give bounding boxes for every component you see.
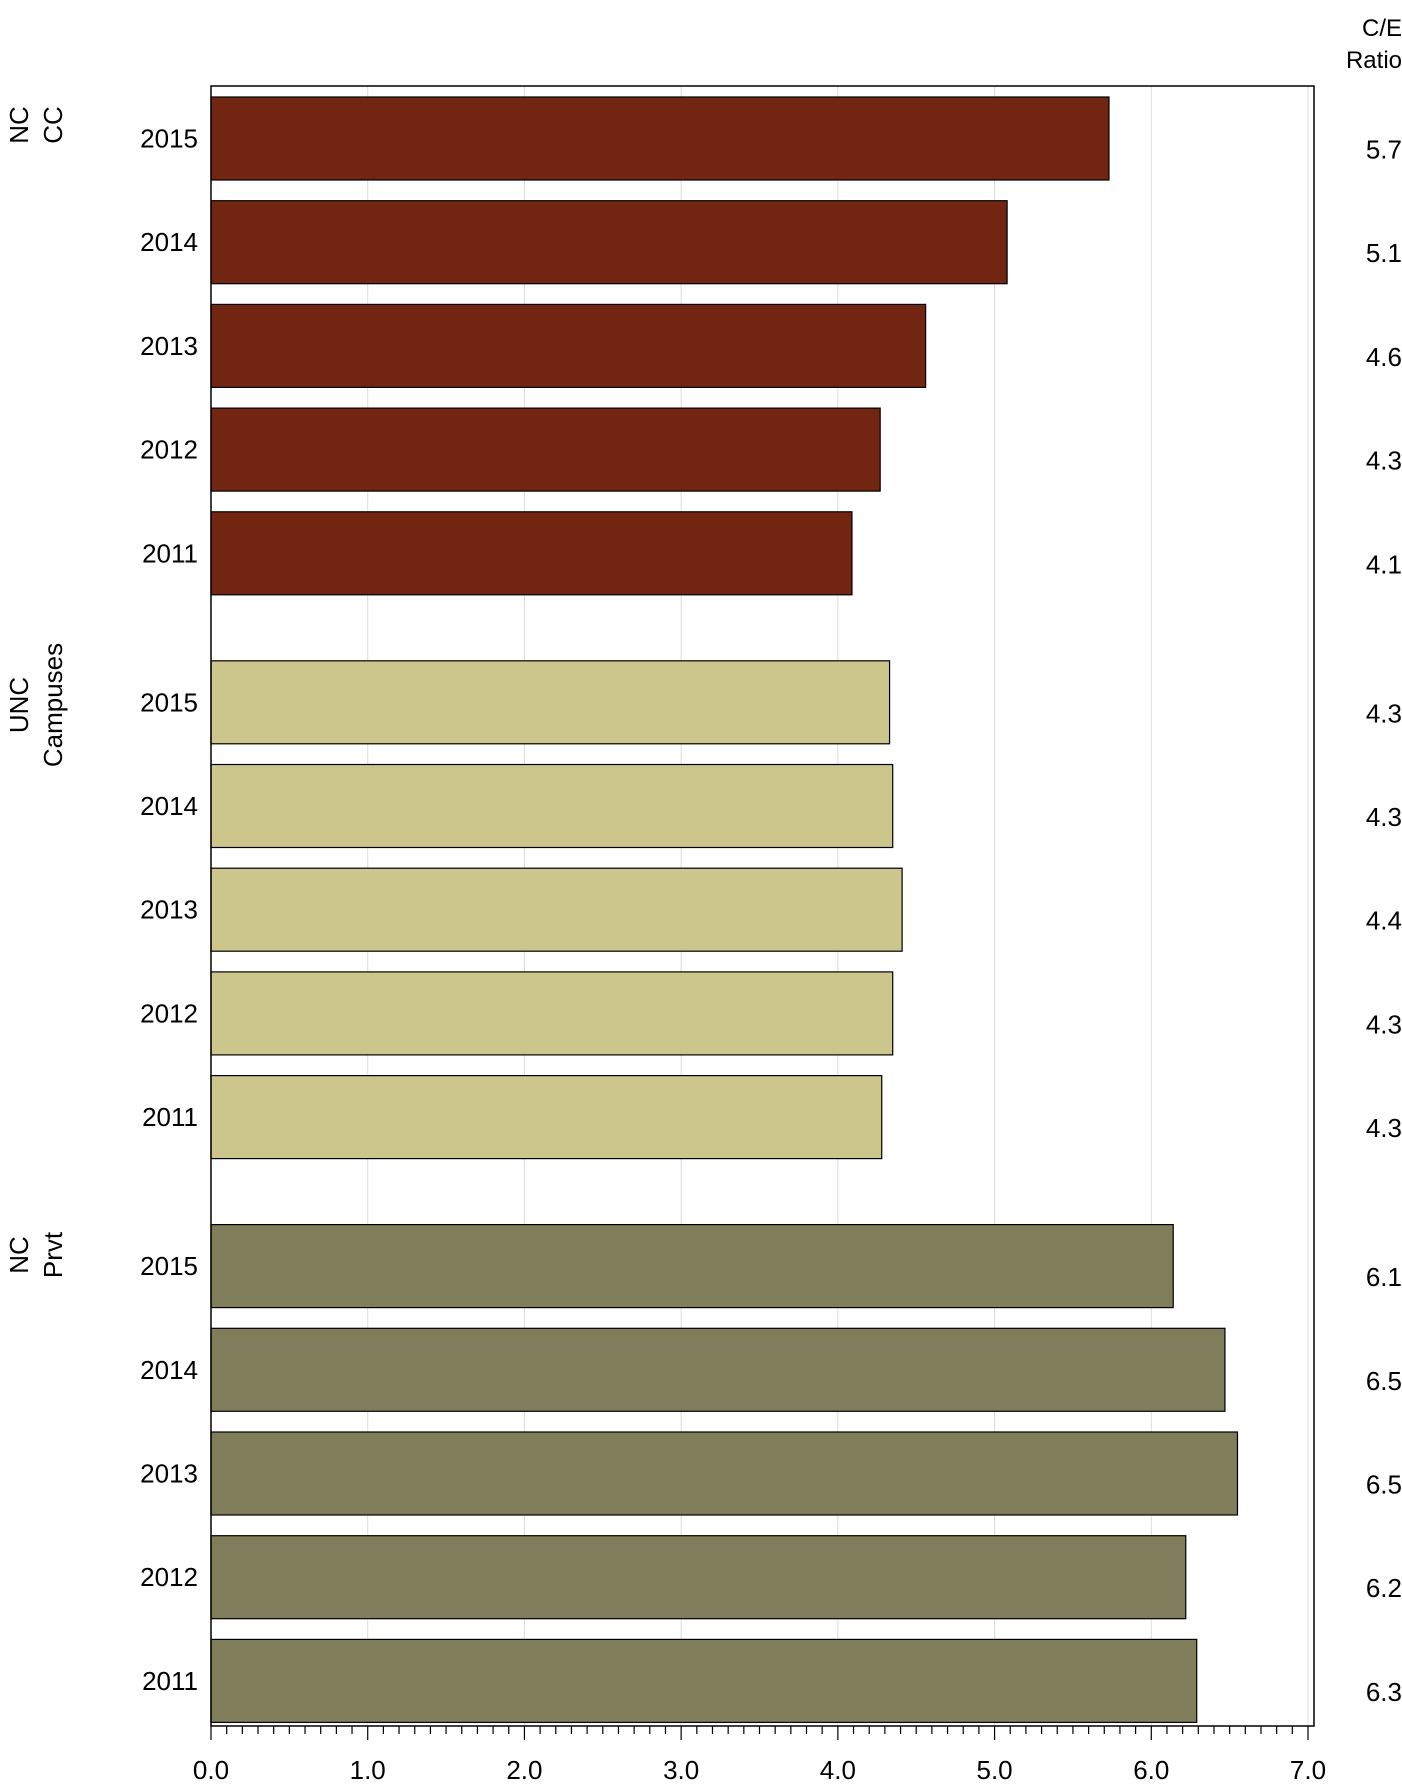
x-tick-label: 7.0 — [1290, 1755, 1326, 1785]
x-tick-label: 1.0 — [350, 1755, 386, 1785]
ratio-value: 6.1 — [1366, 1262, 1402, 1292]
year-label: 2011 — [142, 1666, 198, 1696]
year-label: 2012 — [140, 435, 198, 465]
bar — [210, 1074, 883, 1160]
bar — [210, 303, 927, 388]
ratio-value: 5.7 — [1366, 135, 1402, 165]
ratio-value: 6.5 — [1366, 1470, 1402, 1500]
year-label: 2015 — [140, 1251, 198, 1281]
ratio-value: 6.5 — [1366, 1366, 1402, 1396]
bar — [210, 1431, 1239, 1516]
bar — [210, 511, 853, 596]
bar — [210, 1638, 1198, 1724]
x-tick-label: 5.0 — [976, 1755, 1012, 1785]
group-label: Campuses — [38, 643, 68, 767]
group-label: NC — [4, 106, 34, 144]
ratio-value: 4.3 — [1366, 1113, 1402, 1143]
ratio-value: 4.3 — [1366, 446, 1402, 476]
ratio-value: 6.2 — [1366, 1573, 1402, 1603]
bar — [210, 1535, 1187, 1620]
bar — [210, 660, 891, 745]
bar — [210, 867, 903, 952]
bar — [210, 407, 881, 492]
year-label: 2014 — [140, 227, 198, 257]
bar — [210, 96, 1110, 181]
x-tick-label: 2.0 — [506, 1755, 542, 1785]
bar — [210, 1223, 1174, 1309]
x-axis: 0.0 1.0 2.0 3.0 4.0 5.0 6.0 7.0 — [193, 1726, 1326, 1785]
year-label: 2011 — [142, 538, 198, 568]
year-label: 2013 — [140, 895, 198, 925]
x-tick-label: 4.0 — [820, 1755, 856, 1785]
group-label: NC — [4, 1236, 34, 1274]
year-label: 2014 — [140, 791, 198, 821]
group-label: UNC — [4, 677, 34, 733]
bar — [210, 971, 894, 1056]
ratio-value: 4.4 — [1366, 906, 1402, 936]
ratio-header-line2: Ratio — [1346, 47, 1402, 74]
x-tick-label: 3.0 — [663, 1755, 699, 1785]
year-label: 2011 — [142, 1102, 198, 1132]
plot-frame — [210, 85, 1315, 1727]
ratio-value: 4.3 — [1366, 1009, 1402, 1039]
bar-layer — [210, 96, 1239, 1724]
bar — [210, 1327, 1226, 1412]
ratio-header-line1: C/E — [1362, 15, 1402, 42]
year-label: 2013 — [140, 1459, 198, 1489]
group-label: CC — [38, 106, 68, 144]
ratio-value: 6.3 — [1366, 1677, 1402, 1707]
year-label: 2012 — [140, 1562, 198, 1592]
x-tick-label: 6.0 — [1133, 1755, 1169, 1785]
ratio-value: 4.3 — [1366, 802, 1402, 832]
year-label: 2015 — [140, 687, 198, 717]
bar — [210, 763, 894, 849]
year-label: 2012 — [140, 998, 198, 1028]
group-label: Prvt — [38, 1231, 68, 1278]
x-tick-label: 0.0 — [193, 1755, 229, 1785]
bar — [210, 200, 1008, 285]
year-label: 2015 — [140, 124, 198, 154]
year-label: 2014 — [140, 1355, 198, 1385]
ratio-value: 5.1 — [1366, 238, 1402, 268]
ratio-value: 4.6 — [1366, 342, 1402, 372]
year-label: 2013 — [140, 331, 198, 361]
ratio-value: 4.3 — [1366, 698, 1402, 728]
ratio-value: 4.1 — [1366, 549, 1402, 579]
